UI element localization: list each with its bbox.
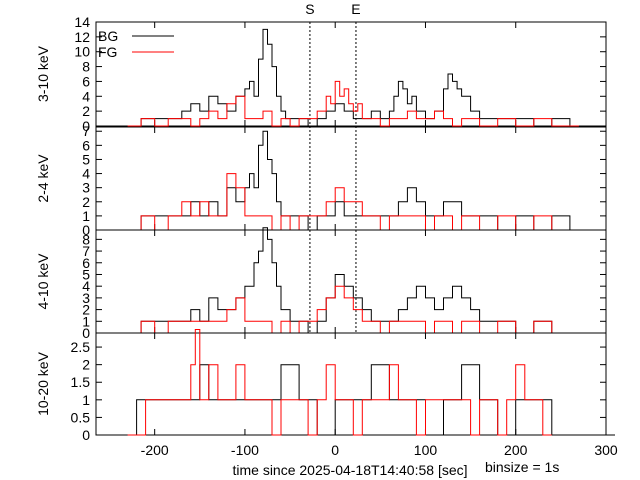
y-tick-label: 1 xyxy=(82,208,90,224)
panel-4: 0 0.51 1.52 2.5 10-20 keV -200 -100 0 100 200 300 xyxy=(35,329,618,458)
marker-label-s: S xyxy=(305,1,314,17)
y-tick-label: 5 xyxy=(82,266,90,282)
y-tick-label: 12 xyxy=(74,29,90,45)
y-tick-label: 6 xyxy=(82,73,90,89)
series-bg xyxy=(127,130,579,231)
marker-label-e: E xyxy=(351,1,360,17)
series-bg xyxy=(127,227,579,334)
binsize-label: binsize = 1s xyxy=(485,459,559,475)
y-tick-label: 2 xyxy=(82,302,90,318)
legend-label-bg: BG xyxy=(98,28,118,44)
y-tick-label: 6 xyxy=(82,255,90,271)
y-tick-label: 7 xyxy=(82,123,90,139)
y-tick-label: 7 xyxy=(82,243,90,259)
y-tick-label: 6 xyxy=(82,137,90,153)
y-tick-label: 4 xyxy=(82,88,90,104)
y-tick-label: 2.5 xyxy=(71,339,91,355)
y-tick-label: 8 xyxy=(82,59,90,75)
y-tick-label: 1.5 xyxy=(71,374,91,390)
panel-frame xyxy=(95,21,607,127)
x-tick-label: 0 xyxy=(331,442,339,458)
y-axis-title: 3-10 keV xyxy=(35,45,51,102)
y-tick-label: 0 xyxy=(82,222,90,238)
y-tick-label: 3 xyxy=(82,290,90,306)
y-tick-label: 10 xyxy=(74,44,90,60)
y-tick-label: 2 xyxy=(82,357,90,373)
y-tick-label: 0.5 xyxy=(71,409,91,425)
series-fg xyxy=(127,80,579,127)
panel-frame xyxy=(95,126,607,231)
y-axis-title: 2-4 keV xyxy=(35,154,51,203)
series-fg xyxy=(127,285,579,334)
series-fg xyxy=(127,173,579,231)
y-tick-label: 0 xyxy=(82,118,90,134)
x-axis-title: time since 2025-04-18T14:40:58 [sec] xyxy=(232,462,467,478)
x-tick-label: 300 xyxy=(594,442,618,458)
x-tick-label: -200 xyxy=(141,442,169,458)
y-tick-label: 3 xyxy=(82,180,90,196)
y-tick-label: 5 xyxy=(82,151,90,167)
y-tick-label: 8 xyxy=(82,231,90,247)
legend-label-fg: FG xyxy=(98,44,117,60)
y-tick-label: 2 xyxy=(82,194,90,210)
series-bg xyxy=(127,28,579,127)
y-tick-label: 2 xyxy=(82,103,90,119)
panel-frame xyxy=(95,229,607,334)
series-fg xyxy=(127,329,552,436)
y-tick-label: 1 xyxy=(82,392,90,408)
y-tick-label: 1 xyxy=(82,313,90,329)
x-tick-label: -100 xyxy=(231,442,259,458)
y-tick-label: 0 xyxy=(82,427,90,443)
x-tick-label: 200 xyxy=(504,442,528,458)
y-tick-label: 4 xyxy=(82,278,90,294)
y-tick-label: 0 xyxy=(82,325,90,341)
y-axis-title: 10-20 keV xyxy=(35,351,51,415)
y-tick-label: 14 xyxy=(74,14,90,30)
y-axis-title: 4-10 keV xyxy=(35,253,51,310)
panel-frame xyxy=(95,332,607,436)
x-tick-label: 100 xyxy=(414,442,438,458)
y-tick-label: 4 xyxy=(82,166,90,182)
